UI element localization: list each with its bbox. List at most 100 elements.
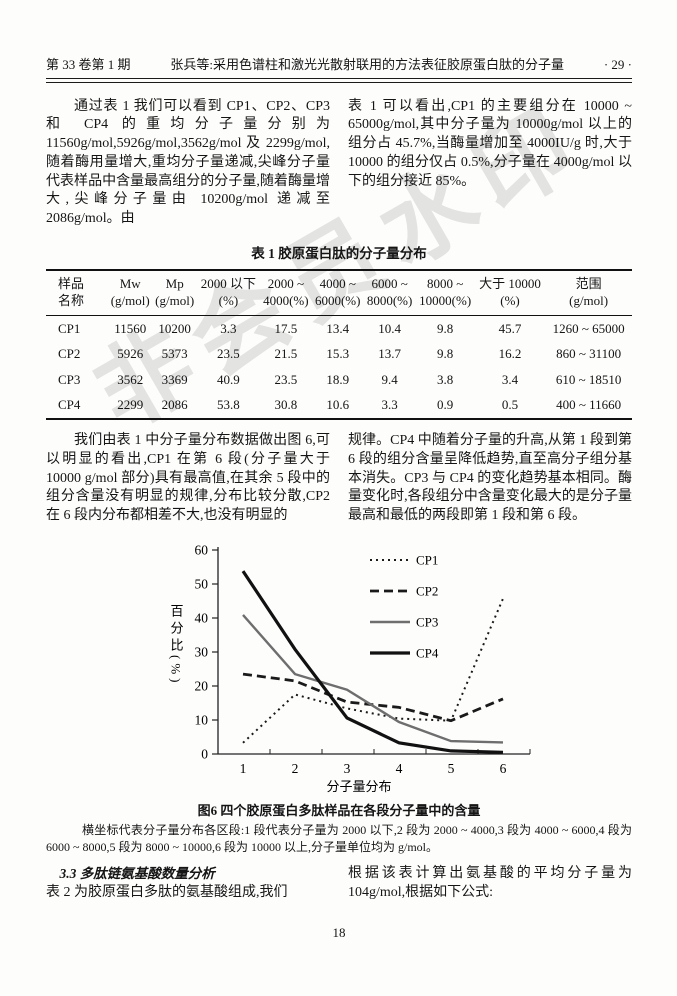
table-cell: 3.8 — [437, 371, 454, 387]
x-axis-label: 分子量分布 — [326, 779, 391, 794]
x-tick-label: 5 — [448, 761, 455, 776]
table-cell: 30.8 — [274, 397, 298, 413]
running-title: 张兵等:采用色谱柱和激光光散射联用的方法表征胶原蛋白肽的分子量 — [170, 57, 564, 72]
table-cell: CP3 — [58, 371, 81, 387]
legend-label-CP1: CP1 — [416, 553, 438, 568]
table-row: CP1 11560 10200 3.3 17.5 13.4 10.4 9.8 45.7 1260 … — [46, 316, 632, 342]
page-number: 18 — [332, 924, 346, 940]
legend-label-CP4: CP4 — [416, 646, 439, 661]
table-cell: 13.4 — [326, 320, 350, 336]
table-cell: 1260 ~ 65000 — [552, 320, 625, 336]
table-cell: 53.8 — [217, 397, 240, 413]
table-row: CP4 2299 2086 53.8 30.8 10.6 3.3 0.9 0.5 400 ~ 11… — [46, 393, 632, 420]
y-axis-label: 百分比(%) — [169, 604, 184, 687]
table-cell: CP4 — [58, 397, 81, 413]
figure-6: 0 10 20 30 40 50 60 1 2 3 4 5 6 分子量分布 百分比(%) CP1 CP2 CP3 C… — [46, 542, 632, 855]
table-cell: 23.5 — [217, 346, 240, 362]
section-3-3: 3.3 多肽链氨基酸数量分析 表 2 为胶原蛋白多肽的氨基酸组成,我们 根据该表… — [46, 865, 632, 903]
section-heading: 3.3 多肽链氨基酸数量分析 — [59, 866, 215, 882]
text-block-1: 通过表 1 我们可以看到 CP1、CP2、CP3 和 CP4 的重均分子量分别为… — [46, 98, 632, 230]
y-tick-label: 40 — [195, 611, 209, 626]
table-col-header: 8000 ~10000(%) — [415, 270, 475, 317]
y-tick-label: 20 — [195, 679, 209, 694]
legend-label-CP3: CP3 — [416, 615, 438, 630]
y-tick-label: 10 — [195, 713, 209, 728]
table-cell: CP2 — [58, 346, 81, 362]
header-rule — [46, 78, 632, 83]
table-cell: 10200 — [158, 320, 191, 336]
table-cell: 10.4 — [378, 320, 401, 336]
table-cell: 0.5 — [501, 397, 519, 413]
series-line-CP3 — [242, 614, 504, 744]
table-col-header: 4000 ~6000(%) — [311, 270, 364, 317]
table-cell: 400 ~ 11660 — [556, 397, 622, 413]
x-tick-label: 3 — [344, 761, 351, 776]
table-cell: 9.8 — [437, 346, 454, 362]
journal-issue: 第 33 卷第 1 期 — [46, 57, 131, 72]
table-col-header: 2000 以下 (%) — [196, 270, 260, 317]
table-cell: 5926 — [117, 346, 144, 362]
table-cell: 13.7 — [378, 346, 401, 362]
table-cell: 17.5 — [274, 320, 298, 336]
x-tick-label: 4 — [396, 761, 403, 776]
table-col-header: 范围 (g/mol) — [545, 270, 632, 317]
series-line-CP1 — [242, 598, 504, 744]
table-cell: 11560 — [114, 320, 147, 336]
section-left-column: 3.3 多肽链氨基酸数量分析 表 2 为胶原蛋白多肽的氨基酸组成,我们 — [46, 865, 330, 903]
figure-note: 横坐标代表分子量分布各区段:1 段代表分子量为 2000 以下,2 段为 200… — [46, 823, 632, 854]
y-tick-label: 0 — [201, 747, 208, 762]
x-tick-label: 6 — [500, 761, 507, 776]
legend-label-CP2: CP2 — [416, 584, 438, 599]
table-cell: 3.4 — [501, 371, 519, 387]
table-body: CP1 11560 10200 3.3 17.5 13.4 10.4 9.8 45.7 1260 … — [46, 316, 632, 420]
table-row: CP2 5926 5373 23.5 21.5 15.3 13.7 9.8 16.2 860 ~ … — [46, 342, 632, 368]
series-line-CP4 — [241, 570, 504, 754]
paragraph-right-1: 表 1 可以看出,CP1 的主要组分在 10000 ~ 65000g/mol,其… — [348, 98, 632, 189]
table-cell: 21.5 — [274, 346, 298, 362]
table-col-header: Mp (g/mol) — [152, 270, 197, 317]
table-row: CP3 3562 3369 40.9 23.5 18.9 9.4 3.8 3.4 610 ~ 18… — [46, 367, 632, 393]
paragraph-left-2: 我们由表 1 中分子量分布数据做出图 6,可以明显的看出,CP1 在第 6 段(… — [46, 433, 330, 524]
paragraph-left-1: 通过表 1 我们可以看到 CP1、CP2、CP3 和 CP4 的重均分子量分别为… — [46, 98, 330, 227]
y-tick-label: 60 — [195, 543, 209, 558]
table-col-header: 2000 ~4000(%) — [259, 270, 312, 317]
table-cell: 5373 — [161, 346, 188, 362]
table-cell: 9.4 — [381, 371, 398, 387]
y-tick-label: 30 — [195, 645, 209, 660]
table-cell: 15.3 — [326, 346, 350, 362]
table-cell: 3.3 — [381, 397, 398, 413]
table-cell: 3562 — [117, 371, 144, 387]
table-col-header: Mw (g/mol) — [108, 270, 153, 317]
paragraph-right-2: 规律。CP4 中随着分子量的升高,从第 1 段到第 6 段的组分含量呈降低趋势,… — [348, 433, 632, 524]
table-cell: 45.7 — [498, 320, 522, 336]
y-tick-label: 50 — [195, 577, 209, 592]
table-cell: 9.8 — [437, 320, 454, 336]
table-cell: 23.5 — [274, 371, 298, 387]
text-block-2: 我们由表 1 中分子量分布数据做出图 6,可以明显的看出,CP1 在第 6 段(… — [46, 432, 632, 526]
table-cell: 2086 — [161, 397, 188, 413]
table-cell: 610 ~ 18510 — [555, 371, 622, 387]
x-tick-label: 1 — [240, 761, 247, 776]
table-cell: 860 ~ 31100 — [556, 346, 622, 362]
table-col-header: 大于 10000 (%) — [474, 270, 546, 317]
table-cell: 3.3 — [220, 320, 237, 336]
section-left-text: 表 2 为胶原蛋白多肽的氨基酸组成,我们 — [46, 884, 288, 900]
table-cell: CP1 — [58, 320, 81, 336]
table-cell: 3369 — [161, 371, 188, 387]
section-right-text: 根据该表计算出氨基酸的平均分子量为 104g/mol,根据如下公式: — [348, 866, 632, 900]
table-cell: 10.6 — [326, 397, 350, 413]
line-chart: 0 10 20 30 40 50 60 1 2 3 4 5 6 分子量分布 百分比(%) CP1 CP2 CP3 C… — [169, 543, 531, 794]
table-col-header: 6000 ~8000(%) — [363, 270, 416, 317]
x-tick-label: 2 — [292, 761, 299, 776]
table-col-header: 样品 名称 — [46, 270, 108, 317]
figure-caption: 图6 四个胶原蛋白多肽样品在各段分子量中的含量 — [197, 803, 481, 819]
page-marker: · 29 · — [603, 57, 632, 72]
table-cell: 2299 — [117, 397, 144, 413]
table-cell: 18.9 — [326, 371, 350, 387]
table-cell: 16.2 — [498, 346, 522, 362]
running-header: 第 33 卷第 1 期 张兵等:采用色谱柱和激光光散射联用的方法表征胶原蛋白肽的… — [46, 0, 632, 73]
table-cell: 0.9 — [437, 397, 454, 413]
molecular-weight-table: 样品 名称 Mw (g/mol) Mp (g/mol) 2000 以下 (%) 2000 ~40… — [46, 269, 632, 421]
table-cell: 40.9 — [217, 371, 240, 387]
